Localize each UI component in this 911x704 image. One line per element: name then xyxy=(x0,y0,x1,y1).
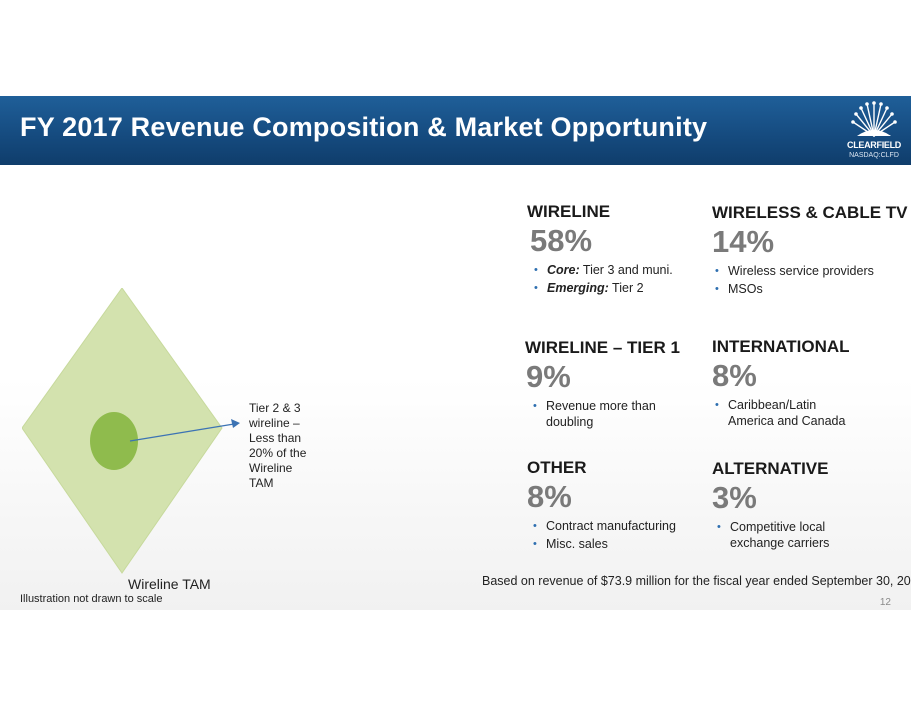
bullet-text: Caribbean/Latin America and Canada xyxy=(728,398,846,428)
bullet-text: Competitive local exchange carriers xyxy=(730,520,830,550)
list-item: • Caribbean/Latin America and Canada xyxy=(715,398,846,428)
logo-ticker: NASDAQ:CLFD xyxy=(849,152,899,159)
segment-bullets: • Revenue more than doubling xyxy=(530,398,680,430)
scale-note: Illustration not drawn to scale xyxy=(20,593,163,605)
list-item: • Revenue more than doubling xyxy=(533,399,656,429)
tier23-circle xyxy=(90,412,138,470)
segment-other: OTHER 8% • Contract manufacturing • Misc. … xyxy=(527,458,676,554)
list-item: • Competitive local exchange carriers xyxy=(717,520,830,550)
segment-bullets: • Caribbean/Latin America and Canada xyxy=(712,397,862,429)
title-bar: FY 2017 Revenue Composition & Market Opp… xyxy=(0,96,911,165)
list-item: • Wireless service providers xyxy=(715,264,874,278)
list-item: • MSOs xyxy=(715,282,763,296)
list-item: • Misc. sales xyxy=(533,537,608,551)
segment-title: WIRELINE xyxy=(527,202,611,221)
revenue-footnote: Based on revenue of $73.9 million for th… xyxy=(482,574,911,588)
bullet-text: Tier 3 and muni. xyxy=(579,263,673,277)
logo-fan-icon xyxy=(851,101,897,137)
bullet-text: Misc. sales xyxy=(546,537,608,551)
bullet-text: Contract manufacturing xyxy=(546,519,676,533)
segment-title: ALTERNATIVE xyxy=(712,459,829,478)
segment-title: WIRELESS & CABLE TV xyxy=(712,203,908,222)
callout-arrow xyxy=(129,423,235,442)
callout-arrowhead xyxy=(231,419,240,428)
bullet-lead: Emerging: xyxy=(547,281,609,295)
tier-callout-text: Tier 2 & 3 wireline – Less than 20% of t… xyxy=(249,401,307,490)
segment-percent: 8% xyxy=(712,358,757,393)
bullet-lead: Core: xyxy=(547,263,580,277)
segment-percent: 58% xyxy=(530,223,593,258)
company-logo: CLEARFIELD NASDAQ:CLFD xyxy=(843,100,905,162)
bullet-text: Wireless service providers xyxy=(728,264,874,278)
list-item: • Emerging: Tier 2 xyxy=(534,281,644,295)
segment-bullets: • Core: Tier 3 and muni. • Emerging: Tier … xyxy=(531,262,673,296)
segment-wireline-tier1: WIRELINE – TIER 1 9% • Revenue more than … xyxy=(525,338,680,432)
segment-alternative: ALTERNATIVE 3% • Competitive local exchan… xyxy=(712,459,854,553)
segment-bullets: • Contract manufacturing • Misc. sales xyxy=(530,518,676,552)
segment-percent: 9% xyxy=(526,359,571,394)
segment-percent: 3% xyxy=(712,480,757,515)
segment-title: OTHER xyxy=(527,458,587,477)
list-item: • Contract manufacturing xyxy=(533,519,676,533)
segment-percent: 8% xyxy=(527,479,572,514)
segment-bullets: • Competitive local exchange carriers xyxy=(714,519,854,551)
bullet-text: MSOs xyxy=(728,282,763,296)
segment-percent: 14% xyxy=(712,224,775,259)
segment-wireless-cable: WIRELESS & CABLE TV 14% • Wireless servic… xyxy=(712,203,908,299)
page-title: FY 2017 Revenue Composition & Market Opp… xyxy=(20,112,708,142)
bullet-text: Revenue more than doubling xyxy=(546,399,656,429)
segment-international: INTERNATIONAL 8% • Caribbean/Latin Americ… xyxy=(712,337,862,431)
list-item: • Core: Tier 3 and muni. xyxy=(534,263,673,277)
bullet-text: Tier 2 xyxy=(608,281,644,295)
segment-bullets: • Wireless service providers • MSOs xyxy=(712,263,908,297)
segment-title: WIRELINE – TIER 1 xyxy=(525,338,680,357)
segment-wireline: WIRELINE 58% • Core: Tier 3 and muni. • Em… xyxy=(527,202,673,298)
tam-diagram xyxy=(22,288,240,574)
tam-label: Wireline TAM xyxy=(128,576,211,592)
page-number: 12 xyxy=(879,597,891,608)
segment-title: INTERNATIONAL xyxy=(712,337,850,356)
logo-name: CLEARFIELD xyxy=(847,140,901,150)
